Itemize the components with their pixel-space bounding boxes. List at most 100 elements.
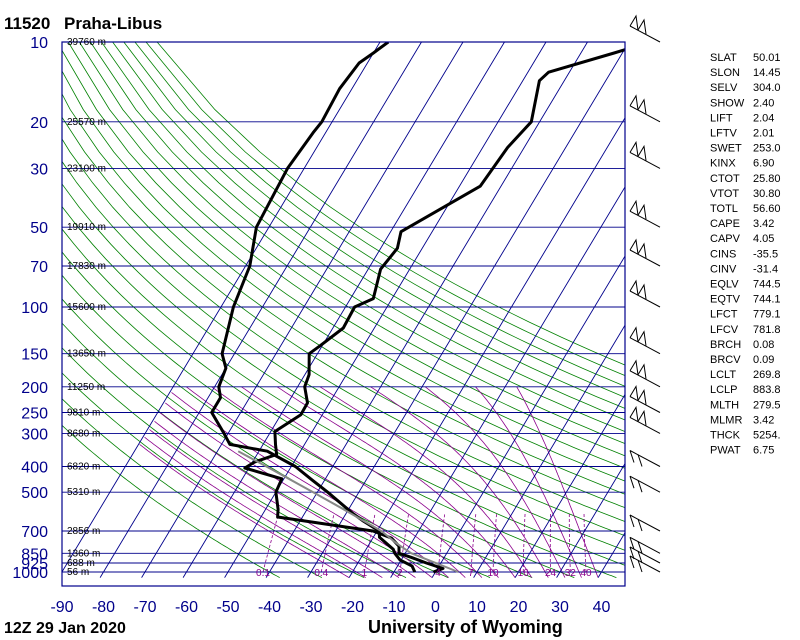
index-name: THCK (710, 430, 741, 442)
index-value: 0.09 (753, 354, 774, 366)
moist-adiabat (159, 412, 416, 578)
mixing-ratio-label: 10 (487, 568, 499, 579)
temperature-tick-label: -80 (92, 599, 115, 616)
pressure-tick-label: 20 (30, 115, 48, 132)
wind-barb (629, 405, 639, 422)
wind-barb (637, 330, 647, 346)
wind-barb (629, 476, 635, 489)
wind-barb (629, 14, 639, 31)
index-name: CINS (710, 248, 736, 260)
index-name: CAPE (710, 218, 740, 230)
index-name: LCLP (710, 384, 738, 396)
wind-barb (629, 151, 661, 169)
index-name: LCLT (710, 369, 736, 381)
height-label: 17830 m (67, 261, 106, 272)
temperature-tick-label: 0 (431, 599, 440, 616)
dry-adiabat (101, 42, 625, 421)
index-value: 25.80 (753, 173, 781, 185)
index-value: 744.1 (753, 294, 781, 306)
index-name: BRCV (710, 354, 741, 366)
height-label: 8680 m (67, 428, 100, 439)
mixing-ratio-label: 4 (435, 568, 441, 579)
wind-barb (629, 140, 639, 157)
isotherm (265, 42, 588, 578)
isobars (62, 41, 625, 573)
moist-adiabat (165, 402, 433, 578)
mixing-ratio-line (262, 513, 279, 573)
wind-barb (629, 290, 661, 308)
wind-barb (629, 238, 639, 255)
dry-adiabat (62, 347, 407, 578)
height-label: 5310 m (67, 487, 100, 498)
height-label: 23100 m (67, 163, 106, 174)
wind-barb (629, 536, 661, 554)
temperature-tick-label: 30 (551, 599, 569, 616)
pressure-tick-label: 10 (30, 35, 48, 52)
station-name: Praha-Libus (64, 14, 162, 33)
mixing-ratio-label: 7 (468, 568, 474, 579)
wind-barb (629, 94, 639, 110)
isotherm (224, 42, 547, 578)
height-label: 39760 m (67, 37, 106, 48)
index-name: CAPV (710, 233, 741, 245)
wind-barb (629, 416, 661, 434)
pressure-tick-label: 30 (30, 161, 48, 178)
isotherms (62, 42, 800, 578)
sounding-series (210, 42, 625, 574)
wind-barb (629, 105, 661, 123)
index-name: CINV (710, 263, 737, 275)
wind-barb (629, 210, 661, 228)
temperature-tick-label: 20 (510, 599, 528, 616)
dry-adiabat (134, 42, 625, 387)
pressure-tick-label: 250 (21, 406, 48, 423)
height-label: 688 m (67, 558, 95, 569)
mixing-ratio-label: 0.1 (256, 568, 270, 579)
index-value: 14.45 (753, 67, 781, 79)
dry-adiabat (62, 70, 625, 482)
wind-barb (629, 514, 661, 532)
height-label: 9810 m (67, 408, 100, 419)
dry-adiabats (62, 42, 625, 578)
dry-adiabat (62, 424, 280, 578)
dry-adiabat (90, 42, 625, 433)
index-value: 50.01 (753, 52, 781, 64)
wind-barb (629, 385, 639, 401)
pressure-tick-label: 925 (21, 556, 48, 573)
dry-adiabat (62, 251, 575, 578)
pressure-tick-label: 100 (21, 300, 48, 317)
pressure-tick-label: 50 (30, 220, 48, 237)
index-name: KINX (710, 158, 736, 170)
index-name: EQLV (710, 279, 739, 291)
index-value: 304.0 (753, 82, 781, 94)
isotherm (681, 42, 800, 578)
index-name: SLON (710, 67, 740, 79)
wind-barb (637, 98, 647, 114)
wind-barb (629, 370, 661, 388)
isotherm (307, 47, 625, 578)
wind-barb (637, 559, 643, 573)
temperature-tick-label: -20 (341, 599, 364, 616)
index-value: 781.8 (753, 324, 781, 336)
wind-barb (629, 249, 661, 267)
moist-adiabat (319, 386, 533, 578)
wind-barb (629, 279, 639, 296)
index-value: 56.60 (753, 203, 781, 215)
dry-adiabat (62, 138, 625, 522)
isotherm (390, 186, 625, 578)
dry-adiabat (62, 160, 625, 537)
moist-adiabat (276, 386, 516, 578)
wind-barb (637, 144, 647, 161)
pressure-tick-label: 70 (30, 259, 48, 276)
dry-adiabat (62, 205, 625, 566)
wind-barb (629, 546, 661, 564)
index-name: LFCV (710, 324, 739, 336)
isotherm (473, 324, 625, 578)
temperature-tick-label: 10 (468, 599, 486, 616)
index-value: 2.40 (753, 97, 774, 109)
moist-adiabat (424, 386, 566, 578)
isotherm (348, 116, 625, 578)
index-value: 779.1 (753, 309, 781, 321)
index-value: 6.75 (753, 445, 774, 457)
dry-adiabat (62, 398, 322, 578)
